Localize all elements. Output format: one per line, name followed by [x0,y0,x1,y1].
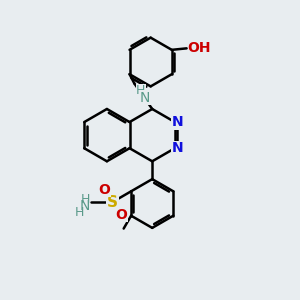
Text: O: O [98,182,110,197]
Text: H: H [136,84,146,98]
Text: N: N [79,200,90,214]
Text: OH: OH [188,41,211,55]
Text: O: O [115,208,127,221]
Text: H: H [74,206,84,219]
Text: N: N [140,91,150,105]
Text: N: N [171,115,183,129]
Text: N: N [171,141,183,155]
Text: H: H [80,194,90,206]
Text: S: S [107,194,118,209]
